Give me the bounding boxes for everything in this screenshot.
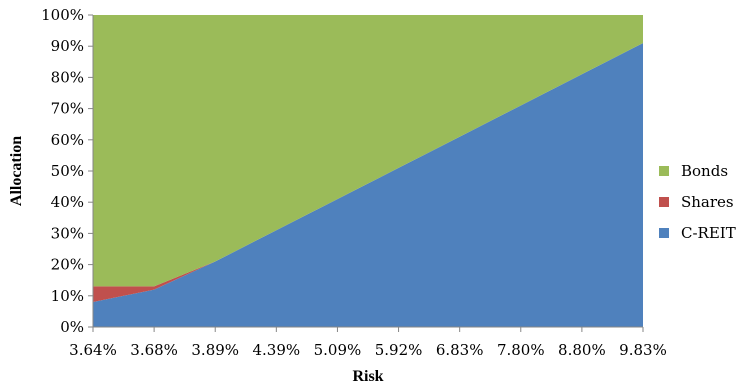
y-axis-title: Allocation	[8, 136, 25, 206]
x-tick-label: 5.09%	[314, 341, 362, 359]
y-tick-label: 0%	[60, 318, 84, 336]
x-axis-title: Risk	[352, 368, 383, 385]
y-tick-label: 70%	[51, 100, 84, 118]
x-tick-label: 6.83%	[436, 341, 484, 359]
legend: Bonds Shares C-REIT	[659, 162, 736, 242]
y-tick-label: 90%	[51, 37, 84, 55]
legend-swatch-c-reit	[659, 228, 669, 238]
y-tick-label: 50%	[51, 162, 84, 180]
y-tick-label: 30%	[51, 224, 84, 242]
area-bonds	[93, 15, 643, 287]
x-tick-labels: 3.64% 3.68% 3.89% 4.39% 5.09% 5.92% 6.83% 7.80%…	[69, 327, 667, 359]
y-tick-label: 80%	[51, 68, 84, 86]
y-tick-label: 40%	[51, 193, 84, 211]
x-tick-label: 3.89%	[191, 341, 239, 359]
y-tick-label: 60%	[51, 131, 84, 149]
x-tick-label: 5.92%	[375, 341, 423, 359]
y-tick-labels: 0% 10% 20% 30% 40% 50% 60% 70% 80% 90% 100%	[41, 6, 93, 336]
legend-swatch-bonds	[659, 166, 669, 176]
legend-label-bonds: Bonds	[681, 162, 728, 180]
x-tick-label: 7.80%	[497, 341, 545, 359]
area-series-group	[93, 15, 643, 327]
legend-label-shares: Shares	[681, 193, 734, 211]
x-tick-label: 3.68%	[130, 341, 178, 359]
x-tick-label: 8.80%	[558, 341, 606, 359]
y-tick-label: 100%	[41, 6, 84, 24]
y-tick-label: 20%	[51, 256, 84, 274]
x-tick-label: 4.39%	[253, 341, 301, 359]
area-c-reit	[93, 43, 643, 327]
x-tick-label: 9.83%	[619, 341, 667, 359]
legend-label-c-reit: C-REIT	[681, 224, 736, 242]
x-tick-label: 3.64%	[69, 341, 117, 359]
y-tick-label: 10%	[51, 287, 84, 305]
legend-swatch-shares	[659, 197, 669, 207]
